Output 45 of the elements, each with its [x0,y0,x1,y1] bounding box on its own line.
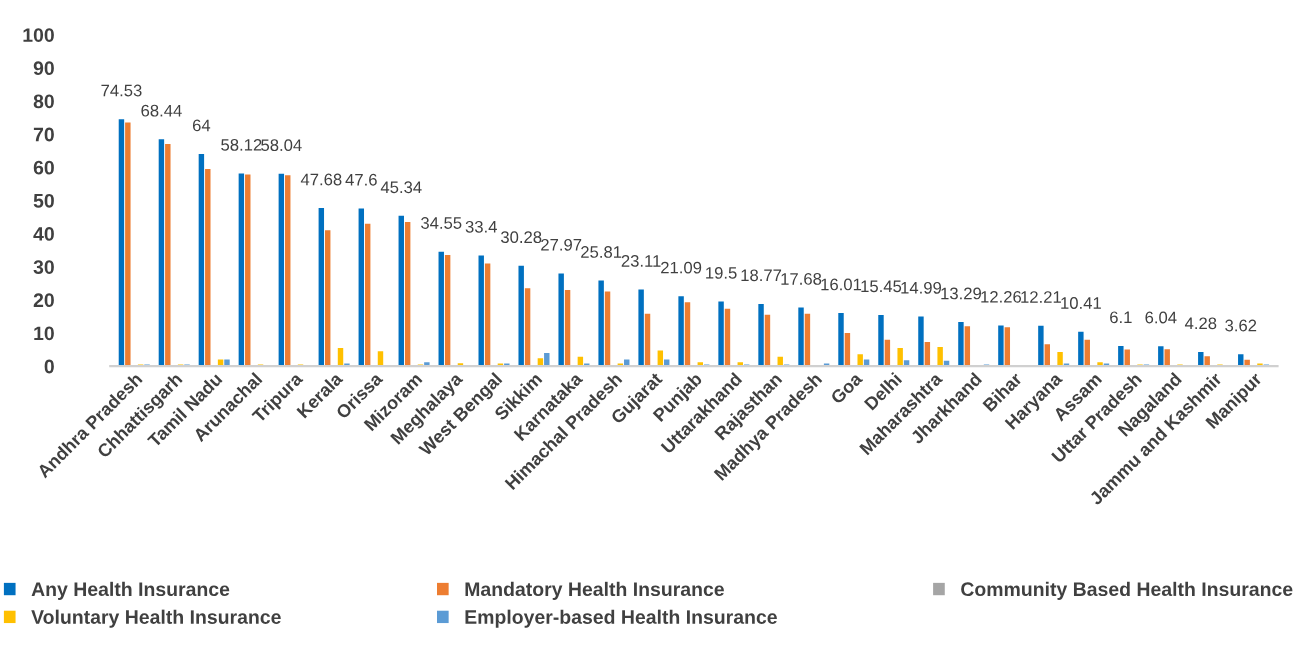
legend-label: Any Health Insurance [31,581,230,600]
data-label: 34.55 [421,217,462,229]
data-label: 25.81 [581,246,622,258]
data-label: 6.1 [1110,311,1132,324]
data-label: 4.28 [1184,317,1217,330]
data-label: 74.53 [101,84,142,97]
data-label: 58.04 [261,139,302,152]
legend-label: Mandatory Health Insurance [465,581,724,600]
y-tick-label: 10 [34,326,54,341]
data-label: 47.68 [300,173,342,186]
y-tick-label: 100 [23,28,54,42]
data-label: 3.62 [1225,319,1257,332]
data-label: 15.45 [861,280,902,293]
data-label: 19.5 [706,266,737,279]
y-tick-label: 20 [33,293,54,308]
y-tick-label: 80 [33,94,54,109]
legend-label: Voluntary Health Insurance [31,609,281,628]
data-label: 58.12 [221,138,262,151]
data-label: 47.6 [345,173,377,186]
data-label: 6.04 [1145,311,1177,324]
data-label: 21.09 [661,261,702,274]
y-tick-label: 90 [33,61,54,76]
data-label: 23.11 [621,255,661,267]
data-label: 16.01 [821,278,862,291]
data-label: 12.21 [1021,291,1061,303]
data-label: 10.41 [1061,297,1101,309]
data-label: 33.4 [465,220,497,233]
data-label: 27.97 [541,238,582,251]
legend-label: Community Based Health Insurance [961,581,1293,600]
data-label: 68.44 [141,104,182,117]
data-label: 14.99 [901,281,942,294]
legend-label: Employer-based Health Insurance [465,609,777,628]
y-tick-label: 50 [33,193,54,208]
y-tick-label: 40 [33,227,54,241]
data-label: 64 [192,119,211,132]
y-tick-label: 30 [33,260,54,274]
data-label: 12.26 [981,290,1022,303]
data-label: 13.29 [941,287,981,300]
data-label: 30.28 [500,231,542,244]
data-label: 45.34 [380,181,422,194]
y-tick-label: 70 [33,127,54,142]
y-tick-label: 60 [33,160,54,175]
data-label: 18.77 [741,269,782,282]
data-label: 17.68 [781,273,822,285]
y-tick-label: 0 [44,359,54,374]
